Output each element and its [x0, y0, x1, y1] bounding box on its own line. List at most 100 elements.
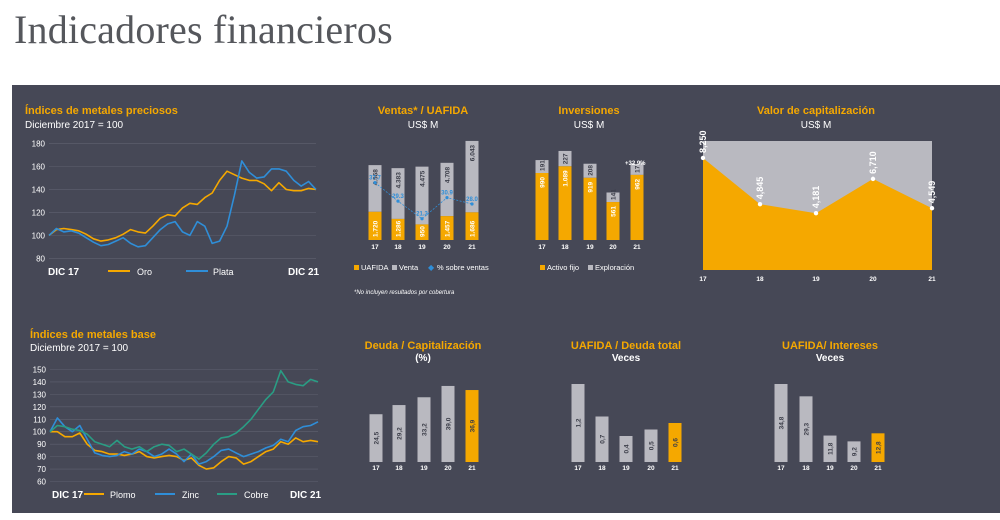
bar — [441, 385, 455, 462]
x-tick-label: 19 — [420, 465, 428, 472]
data-label: 4,181 — [811, 186, 821, 209]
data-label: 4,549 — [927, 181, 937, 204]
x-tick-label: 21 — [633, 244, 641, 251]
bar-uafida — [440, 216, 454, 240]
pct-label: 29.3 — [392, 194, 404, 200]
pct-label: 37.7 — [369, 176, 381, 182]
x-tick-label: 21 — [671, 465, 679, 472]
bar — [392, 405, 406, 462]
bar-label-exploracion: 191 — [540, 160, 547, 171]
x-tick-label: 19 — [826, 465, 834, 472]
x-tick-label: 18 — [394, 244, 402, 251]
data-point — [870, 176, 876, 182]
plot-area: 24,5 17 29,2 18 33,2 19 39,0 20 36,9 21 — [369, 385, 479, 472]
x-tick-label: 18 — [395, 465, 403, 472]
x-tick-label: 20 — [869, 276, 877, 283]
growth-annotation: +32,9% — [625, 161, 646, 167]
legend-label-uafida: UAFIDA — [361, 263, 389, 272]
x-tick-label: 17 — [777, 465, 785, 472]
x-tick-label: 20 — [609, 244, 617, 251]
bar-activo-fijo — [558, 166, 572, 240]
x-tick-label: 19 — [622, 465, 630, 472]
x-tick-label: 19 — [812, 276, 820, 283]
chart-precious-metals: Índices de metales preciosos Diciembre 2… — [25, 104, 320, 278]
bar-label: 0,6 — [673, 438, 680, 447]
bar-uafida — [415, 224, 429, 240]
pct-point — [396, 199, 400, 203]
bar-label-activo-fijo: 990 — [540, 177, 547, 188]
chart-inversiones: Inversiones US$ M 191 990 17 227 1.089 18 208 9… — [535, 105, 646, 272]
bar-label-uafida: 1.720 — [373, 220, 380, 237]
bar — [465, 390, 479, 462]
x-start-label: DIC 17 — [48, 267, 80, 278]
pct-label: 30.9 — [441, 191, 453, 197]
bar-label-exploracion: 141 — [611, 189, 618, 200]
legend-swatch-venta — [392, 265, 397, 270]
bar-label: 29,2 — [397, 427, 404, 440]
pct-point — [470, 202, 474, 206]
x-tick-label: 20 — [443, 244, 451, 251]
x-tick-label: 17 — [538, 244, 546, 251]
legend-label-venta: Venta — [399, 263, 419, 272]
y-tick-label: 70 — [37, 465, 46, 474]
x-tick-label: 17 — [371, 244, 379, 251]
bar-label-uafida: 1.286 — [396, 220, 403, 237]
chart-subtitle: US$ M — [408, 120, 439, 131]
x-tick-label: 21 — [928, 276, 936, 283]
bar-label-exploracion: 227 — [563, 153, 570, 164]
chart-title: Índices de metales preciosos — [25, 104, 178, 117]
bar-label-uafida: 1.686 — [470, 220, 477, 237]
bar — [823, 435, 837, 462]
bar-label: 1,2 — [576, 418, 583, 427]
pct-label: 21.3 — [416, 212, 428, 218]
legend-swatch-activo-fijo — [540, 265, 545, 270]
pct-point — [373, 181, 377, 185]
chart-title: Índices de metales base — [30, 328, 156, 341]
chart-title: Inversiones — [558, 105, 619, 117]
legend-marker-pct: ◆ — [428, 263, 435, 272]
chart-deuda-capitalizacion: Deuda / Capitalización (%) 24,5 17 29,2 18 3… — [365, 340, 482, 472]
bar-label: 12,8 — [876, 441, 883, 454]
bar-label: 0,5 — [649, 441, 656, 450]
x-tick-label: 21 — [874, 465, 882, 472]
chart-title: Ventas* / UAFIDA — [378, 105, 469, 117]
series-line-plomo — [50, 430, 319, 470]
x-tick-label: 17 — [699, 276, 707, 283]
x-end-label: DIC 21 — [288, 267, 320, 278]
legend-label-cobre: Cobre — [244, 490, 269, 500]
bar-venta — [465, 140, 479, 213]
chart-capitalizacion: Valor de capitalización US$ M 8,250 17 4,8… — [698, 105, 937, 283]
bar-label-venta: 4.383 — [396, 172, 403, 189]
legend-label-plata: Plata — [213, 267, 234, 277]
chart-title: UAFIDA/ Intereses — [782, 340, 878, 352]
y-tick-label: 100 — [32, 231, 46, 240]
bar — [774, 384, 788, 462]
bar-venta — [440, 162, 454, 217]
plot-area: 191 990 17 227 1.089 18 208 919 19 141 561 20 171 962… — [535, 150, 644, 251]
chart-subtitle: Diciembre 2017 = 100 — [25, 120, 124, 131]
bar-exploracion — [558, 150, 572, 167]
bar-uafida — [391, 218, 405, 240]
y-tick-label: 80 — [37, 453, 46, 462]
bar-label-uafida: 950 — [420, 226, 427, 237]
bar-uafida — [368, 211, 382, 240]
chart-subtitle: US$ M — [801, 120, 832, 131]
bar-activo-fijo — [583, 177, 597, 240]
bar-label-activo-fijo: 561 — [611, 206, 618, 217]
plot-area: 8,250 17 4,845 18 4,181 19 6,710 20 4,549 21 — [698, 130, 937, 283]
y-tick-label: 90 — [37, 440, 46, 449]
bar-label: 29,3 — [804, 422, 811, 435]
x-tick-label: 17 — [372, 465, 380, 472]
chart-title: Valor de capitalización — [757, 105, 875, 117]
x-tick-label: 20 — [444, 465, 452, 472]
x-tick-label: 18 — [598, 465, 606, 472]
chart-subtitle: Veces — [816, 353, 845, 364]
chart-subtitle: Diciembre 2017 = 100 — [30, 343, 129, 354]
plot-area: 60 70 80 90 100 110 120 130 140 150 — [33, 365, 319, 487]
data-point — [757, 202, 763, 207]
chart-title: Deuda / Capitalización — [365, 340, 482, 352]
bar-label: 24,5 — [374, 431, 381, 444]
bar — [799, 396, 813, 462]
bar-label: 33,2 — [422, 423, 429, 436]
y-tick-label: 130 — [33, 390, 47, 399]
